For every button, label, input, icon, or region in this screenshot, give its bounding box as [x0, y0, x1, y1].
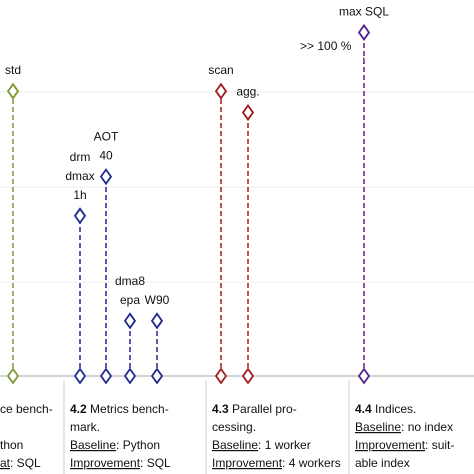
section-line: 4.2 Metrics bench- [70, 402, 169, 416]
section-text: : SQL [140, 456, 171, 470]
section-text: Baseline [212, 438, 258, 452]
baseline-marker [6, 367, 20, 385]
stem-label: std [5, 63, 21, 77]
section-line: at: SQL [0, 456, 41, 470]
section-line: Improvement: 4 workers [212, 456, 341, 470]
baseline-marker [150, 367, 164, 385]
section-text: Improvement [70, 456, 141, 470]
section-text: able index [355, 456, 410, 470]
section-line: mark. [70, 420, 100, 434]
section-line: thon [0, 438, 23, 452]
section-text: Improvement [212, 456, 283, 470]
section-text: mark. [70, 420, 100, 434]
stem-label: W90 [145, 293, 170, 307]
section-text: 4.3 [212, 402, 229, 416]
section-line: 4.4 Indices. [355, 402, 416, 416]
stem-label: 1h [73, 188, 86, 202]
stem-label: max SQL [339, 4, 389, 18]
stem-label: drm [70, 150, 91, 164]
section-text: 4.4 [355, 402, 372, 416]
baseline-marker [73, 367, 87, 385]
baseline-marker [241, 367, 255, 385]
section-text: : Python [116, 438, 160, 452]
section-text: : 1 worker [258, 438, 311, 452]
section-text: : suit- [425, 438, 454, 452]
section-text: ce bench- [0, 402, 53, 416]
diamond-marker [241, 104, 255, 122]
section-text: Baseline [70, 438, 116, 452]
diamond-marker [6, 82, 20, 100]
stem-label: agg. [236, 85, 259, 99]
section-line: Improvement: suit- [355, 438, 454, 452]
section-line: Improvement: SQL [70, 456, 171, 470]
section-text: at [0, 456, 11, 470]
section-line: able index [355, 456, 410, 470]
section-text: Indices. [372, 402, 417, 416]
diamond-marker [123, 312, 137, 330]
baseline-marker [123, 367, 137, 385]
stem-label: scan [208, 63, 233, 77]
section-text: 4.2 [70, 402, 87, 416]
diamond-marker [73, 207, 87, 225]
section-line: Baseline: no index [355, 420, 453, 434]
diamond-marker [357, 23, 371, 42]
stem-label: 40 [99, 149, 113, 163]
section-text: Metrics bench- [87, 402, 169, 416]
section-text: : 4 workers [282, 456, 341, 470]
section-line: Baseline: Python [70, 438, 160, 452]
stem-label: AOT [94, 130, 119, 144]
section-text: : SQL [10, 456, 41, 470]
section-line: Baseline: 1 worker [212, 438, 311, 452]
section-text: Improvement [355, 438, 426, 452]
stem-label: dmax [65, 169, 94, 183]
section-text: thon [0, 438, 23, 452]
diamond-marker [214, 82, 228, 100]
section-line: cessing. [212, 420, 256, 434]
baseline-marker [99, 367, 113, 385]
section-text: Parallel pro- [229, 402, 297, 416]
section-text: Baseline [355, 420, 401, 434]
section-text: cessing. [212, 420, 256, 434]
stem-label: epa [120, 293, 140, 307]
section-text: : no index [401, 420, 453, 434]
baseline-marker [214, 367, 228, 385]
baseline-marker [357, 367, 371, 385]
annotation: >> 100 % [300, 39, 352, 53]
stem-label: dma8 [115, 274, 145, 288]
section-line: ce bench- [0, 402, 53, 416]
section-line: 4.3 Parallel pro- [212, 402, 297, 416]
diamond-marker [150, 312, 164, 330]
diamond-marker [99, 168, 113, 186]
